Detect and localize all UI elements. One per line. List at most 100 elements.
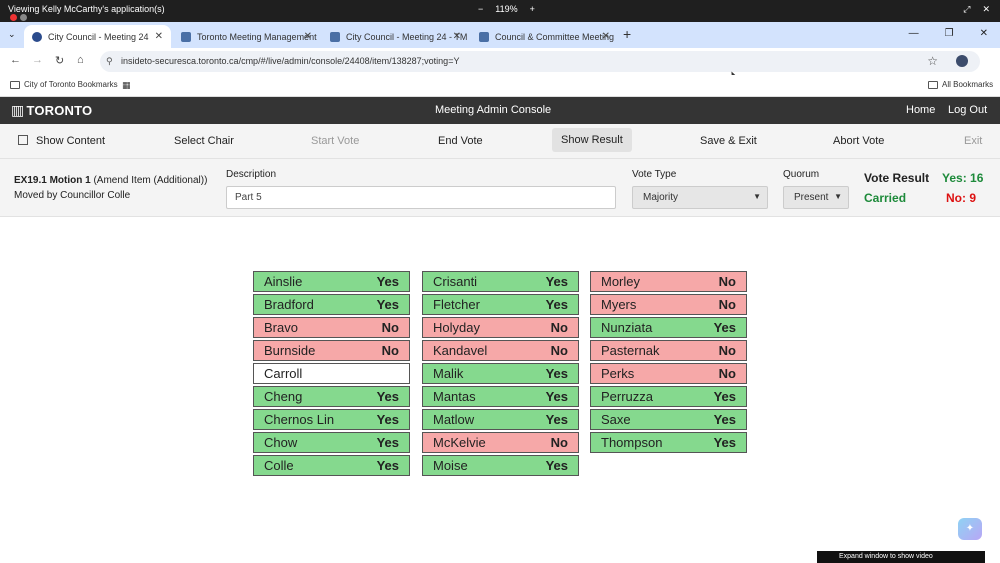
vote-cell[interactable]: Cheng Yes — [253, 386, 410, 407]
profile-avatar[interactable] — [956, 55, 968, 67]
vote-cell[interactable]: Burnside No — [253, 340, 410, 361]
tab-meeting-management[interactable]: Toronto Meeting Management ✕ — [173, 25, 320, 48]
url-text[interactable]: insideto-securesca.toronto.ca/cmp/#/live… — [121, 56, 460, 66]
exit-button[interactable]: Exit — [964, 135, 983, 147]
councillor-name: Carroll — [264, 366, 303, 381]
vote-value: No — [718, 274, 736, 289]
back-icon[interactable]: ← — [10, 54, 21, 66]
councillor-name: Cheng — [264, 389, 303, 404]
all-bookmarks-label: All Bookmarks — [942, 80, 994, 89]
vote-cell[interactable]: Ainslie Yes — [253, 271, 410, 292]
window-controls: — ❐ ✕ — [909, 28, 988, 39]
vote-value: Yes — [376, 412, 399, 427]
close-tab-icon[interactable]: ✕ — [452, 31, 461, 42]
vote-cell[interactable]: Malik Yes — [422, 363, 579, 384]
share-window-controls: ⤢ ✕ — [963, 4, 990, 15]
apps-grid-icon[interactable]: ▦ — [122, 80, 131, 90]
home-link[interactable]: Home — [906, 104, 936, 116]
no-count: No: 9 — [946, 191, 976, 205]
browser-nav-bar: ← → ↻ ⌂ ⚲ insideto-securesca.toronto.ca/… — [0, 48, 1000, 75]
tmms-icon — [330, 31, 340, 42]
vote-cell[interactable]: Bravo No — [253, 317, 410, 338]
vote-cell[interactable]: Bradford Yes — [253, 294, 410, 315]
site-info-icon[interactable]: ⚲ — [106, 56, 113, 66]
tab-council-meeting-tm[interactable]: City Council - Meeting 24 - TM ✕ — [322, 25, 469, 48]
vote-cell[interactable]: Nunziata Yes — [590, 317, 747, 338]
minimize-icon[interactable]: — — [908, 28, 919, 39]
zoom-in-button[interactable]: + — [529, 4, 535, 14]
motion-title: EX19.1 Motion 1 (Amend Item (Additional)… — [14, 175, 207, 186]
reload-icon[interactable]: ↻ — [55, 55, 65, 67]
vote-value: No — [718, 343, 736, 358]
forward-icon[interactable]: → — [32, 54, 43, 66]
vote-status: Carried — [864, 191, 907, 205]
vote-cell[interactable]: Mantas Yes — [422, 386, 579, 407]
tab-city-council[interactable]: City Council - Meeting 24 ✕ — [24, 25, 171, 48]
close-tab-icon[interactable]: ✕ — [601, 31, 610, 42]
assistant-icon[interactable]: ✦ — [958, 518, 982, 540]
vote-cell[interactable]: Fletcher Yes — [422, 294, 579, 315]
vote-cell[interactable]: Kandavel No — [422, 340, 579, 361]
councillor-name: Thompson — [601, 435, 663, 450]
vote-column-2: Crisanti Yes Fletcher Yes Holyday No Kandavel N… — [422, 271, 579, 478]
zoom-out-button[interactable]: − — [478, 4, 484, 14]
vote-value: Yes — [713, 389, 736, 404]
description-field[interactable]: Part 5 — [226, 186, 616, 209]
vote-cell[interactable]: Perruzza Yes — [590, 386, 747, 407]
vote-value: Yes — [376, 274, 399, 289]
expand-video-bar[interactable]: Expand window to show video — [817, 551, 985, 563]
vote-type-select[interactable]: Majority ▼ — [632, 186, 768, 209]
motion-type: (Amend Item (Additional)) — [93, 175, 208, 186]
tab-council-committee[interactable]: Council & Committee Meeting ✕ — [471, 25, 618, 48]
motion-id: EX19.1 Motion 1 — [14, 175, 91, 186]
end-vote-button[interactable]: End Vote — [438, 135, 483, 147]
address-bar[interactable]: ⚲ insideto-securesca.toronto.ca/cmp/#/li… — [100, 51, 980, 72]
vote-cell[interactable]: Pasternak No — [590, 340, 747, 361]
vote-cell[interactable]: Matlow Yes — [422, 409, 579, 430]
show-result-button[interactable]: Show Result — [552, 128, 632, 152]
close-share-icon[interactable]: ✕ — [982, 4, 990, 14]
app-header: ▥ TORONTO Meeting Admin Console Home Log… — [0, 97, 1000, 124]
vote-cell[interactable]: Chernos Lin Yes — [253, 409, 410, 430]
close-tab-icon[interactable]: ✕ — [154, 31, 163, 42]
vote-cell[interactable]: Carroll — [253, 363, 410, 384]
start-vote-button[interactable]: Start Vote — [311, 135, 360, 147]
councillor-name: Ainslie — [264, 274, 303, 289]
vote-cell[interactable]: Crisanti Yes — [422, 271, 579, 292]
vote-cell[interactable]: Holyday No — [422, 317, 579, 338]
show-content-toggle[interactable]: Show Content — [18, 135, 105, 147]
all-bookmarks[interactable]: All Bookmarks — [928, 80, 993, 89]
vote-cell[interactable]: Thompson Yes — [590, 432, 747, 453]
close-tab-icon[interactable]: ✕ — [303, 31, 312, 42]
logout-link[interactable]: Log Out — [948, 104, 988, 116]
chevron-down-icon: ▼ — [753, 192, 761, 201]
vote-cell[interactable]: Perks No — [590, 363, 747, 384]
abort-vote-button[interactable]: Abort Vote — [833, 135, 885, 147]
quorum-select[interactable]: Present ▼ — [783, 186, 849, 209]
tab-search-icon[interactable]: ⌄ — [8, 29, 16, 39]
vote-cell[interactable]: Myers No — [590, 294, 747, 315]
vote-cell[interactable]: Moise Yes — [422, 455, 579, 476]
save-exit-button[interactable]: Save & Exit — [700, 135, 757, 147]
description-label: Description — [226, 169, 277, 180]
select-chair-button[interactable]: Select Chair — [174, 135, 234, 147]
show-content-checkbox[interactable] — [18, 135, 28, 145]
vote-value: Yes — [545, 458, 568, 473]
fullscreen-icon[interactable]: ⤢ — [963, 4, 971, 14]
bookmark-folder-city[interactable]: City of Toronto Bookmarks — [10, 80, 118, 89]
bookmark-star-icon[interactable]: ☆ — [927, 54, 938, 68]
vote-cell[interactable]: Saxe Yes — [590, 409, 747, 430]
toronto-logo[interactable]: ▥ TORONTO — [11, 102, 92, 119]
close-window-icon[interactable]: ✕ — [979, 28, 988, 39]
vote-cell[interactable]: Morley No — [590, 271, 747, 292]
vote-cell[interactable]: Colle Yes — [253, 455, 410, 476]
vote-cell[interactable]: Chow Yes — [253, 432, 410, 453]
share-title: Viewing Kelly McCarthy's application(s) — [8, 4, 165, 14]
vote-column-1: Ainslie Yes Bradford Yes Bravo No Burnside No Ca… — [253, 271, 410, 478]
new-tab-button[interactable]: + — [623, 26, 632, 42]
folder-icon — [10, 80, 20, 89]
home-icon[interactable]: ⌂ — [77, 54, 84, 66]
vote-result-label: Vote Result — [864, 171, 930, 185]
restore-icon[interactable]: ❐ — [944, 28, 954, 39]
vote-cell[interactable]: McKelvie No — [422, 432, 579, 453]
